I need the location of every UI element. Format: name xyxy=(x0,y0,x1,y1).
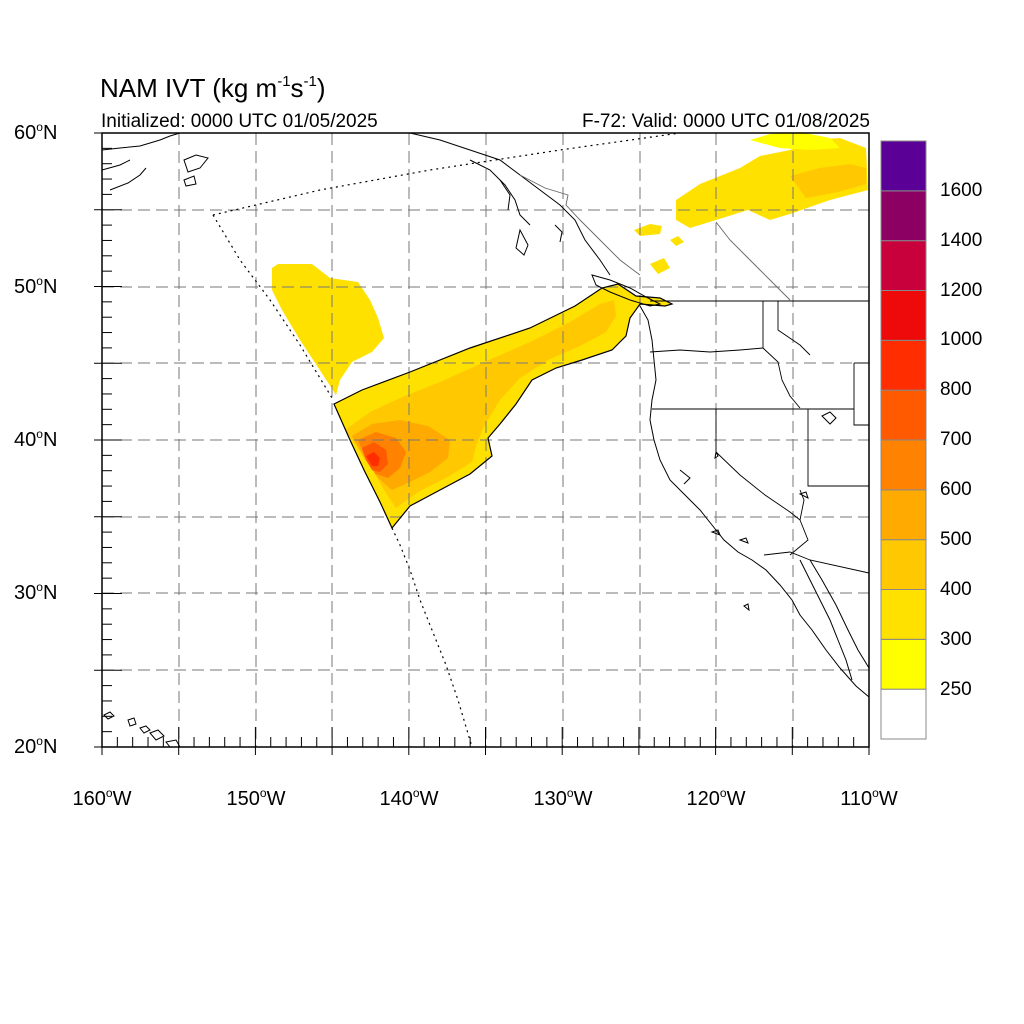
colorbar-box xyxy=(880,339,927,391)
colorbar-label-500: 500 xyxy=(940,529,972,550)
colorbar-box xyxy=(880,290,927,341)
colorbar xyxy=(880,140,927,740)
colorbar-box xyxy=(880,539,927,591)
colorbar-box xyxy=(880,638,927,690)
valid-time: F-72: Valid: 0000 UTC 01/08/2025 xyxy=(582,111,870,132)
ivt-region-canada-orange xyxy=(790,164,866,198)
lon-label-110w: 110oW xyxy=(840,786,898,810)
ivt-region-gulf-of-alaska xyxy=(272,264,384,395)
colorbar-label-300: 300 xyxy=(940,629,972,650)
title-suffix: ) xyxy=(316,73,326,103)
chart-title: NAM IVT (kg m-1s-1) xyxy=(100,72,326,104)
lat-label-40: 40oN xyxy=(14,427,58,451)
lon-label-160w: 160oW xyxy=(72,786,132,810)
colorbar-label-400: 400 xyxy=(940,579,972,600)
title-mid: s xyxy=(290,73,304,103)
colorbar-label-1200: 1200 xyxy=(940,280,983,301)
lon-label-130w: 130oW xyxy=(533,786,593,810)
colorbar-box xyxy=(880,589,927,640)
colorbar-box xyxy=(880,240,927,292)
lat-label-60: 60oN xyxy=(14,120,58,144)
colorbar-label-1000: 1000 xyxy=(940,329,983,350)
lat-label-20: 20oN xyxy=(14,734,58,758)
colorbar-label-800: 800 xyxy=(940,379,972,400)
ivt-shading xyxy=(272,132,868,528)
title-prefix: NAM IVT (kg m xyxy=(100,73,278,103)
model-domain-boundary xyxy=(212,132,681,748)
ivt-region-patch-1 xyxy=(634,224,662,236)
lon-label-140w: 140oW xyxy=(379,786,439,810)
coastlines xyxy=(101,132,870,748)
colorbar-box xyxy=(880,389,927,441)
colorbar-label-700: 700 xyxy=(940,429,972,450)
initialized-time: Initialized: 0000 UTC 01/05/2025 xyxy=(101,111,378,132)
ivt-region-core-800 xyxy=(366,452,380,466)
colorbar-label-600: 600 xyxy=(940,479,972,500)
ivt-region-canada xyxy=(676,138,868,228)
ivt-region-canada-yellow xyxy=(750,132,840,150)
colorbar-label-1400: 1400 xyxy=(940,230,983,251)
ivt-region-patch-2 xyxy=(650,258,670,274)
colorbar-label-250: 250 xyxy=(940,679,972,700)
lon-label-150w: 150oW xyxy=(226,786,286,810)
lat-label-50: 50oN xyxy=(14,274,58,298)
ivt-region-patch-3 xyxy=(670,236,684,246)
colorbar-box xyxy=(880,439,927,491)
colorbar-box xyxy=(880,140,927,192)
axis-ticks xyxy=(94,132,870,755)
lon-label-120w: 120oW xyxy=(686,786,746,810)
title-superscript-1: -1 xyxy=(277,73,291,90)
ar-outline xyxy=(333,283,674,530)
colorbar-label-1600: 1600 xyxy=(940,180,983,201)
political-borders xyxy=(519,174,870,574)
lat-lon-grid xyxy=(102,133,869,747)
colorbar-box xyxy=(880,688,927,740)
colorbar-box xyxy=(880,190,927,242)
title-superscript-2: -1 xyxy=(303,73,317,90)
colorbar-box xyxy=(880,489,927,541)
lat-label-30: 30oN xyxy=(14,580,58,604)
